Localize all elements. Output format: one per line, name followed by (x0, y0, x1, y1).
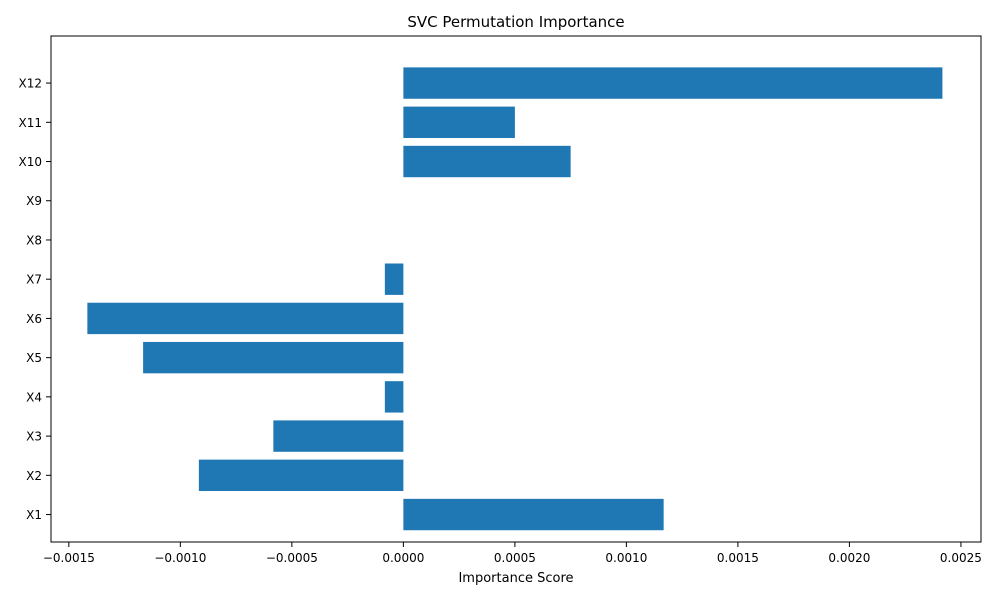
bar-X7 (384, 263, 404, 295)
bar-X3 (273, 420, 404, 452)
y-tick-label-X1: X1 (26, 508, 42, 522)
x-tick-label: 0.0010 (605, 551, 647, 565)
y-tick-label-X9: X9 (26, 194, 42, 208)
y-tick-label-X5: X5 (26, 351, 42, 365)
y-tick-label-X3: X3 (26, 430, 42, 444)
x-tick-label: 0.0025 (940, 551, 982, 565)
y-tick-label-X6: X6 (26, 312, 42, 326)
chart-title: SVC Permutation Importance (407, 13, 624, 31)
bar-X4 (384, 381, 404, 413)
y-tick-label-X2: X2 (26, 469, 42, 483)
x-tick-label: 0.0000 (382, 551, 424, 565)
x-tick-label: 0.0020 (828, 551, 870, 565)
bar-X12 (403, 67, 943, 99)
y-tick-label-X10: X10 (19, 155, 43, 169)
plot-frame (50, 35, 982, 543)
x-tick-label: −0.0005 (266, 551, 318, 565)
y-axis: X1 X2 X3 X4 X5 X6 X7 X8 X9 X10 X11 X12 (19, 77, 51, 522)
bar-X5 (143, 341, 404, 374)
x-axis-label: Importance Score (458, 571, 573, 586)
x-axis: −0.0015 −0.0010 −0.0005 0.0000 0.0005 0.0010 0… (43, 542, 982, 565)
y-tick-label-X7: X7 (26, 273, 42, 287)
bar-X2 (198, 459, 404, 492)
y-tick-label-X8: X8 (26, 233, 42, 247)
x-tick-label: 0.0015 (717, 551, 759, 565)
y-tick-label-X11: X11 (19, 116, 43, 130)
bar-X11 (403, 106, 515, 138)
x-tick-label: 0.0005 (494, 551, 536, 565)
x-tick-label: −0.0010 (154, 551, 206, 565)
x-tick-label: −0.0015 (43, 551, 95, 565)
bars-layer (87, 67, 943, 531)
y-tick-label-X12: X12 (19, 77, 43, 91)
y-tick-label-X4: X4 (26, 390, 42, 404)
bar-X6 (87, 302, 404, 335)
bar-X1 (403, 498, 664, 531)
bar-X10 (403, 145, 571, 178)
